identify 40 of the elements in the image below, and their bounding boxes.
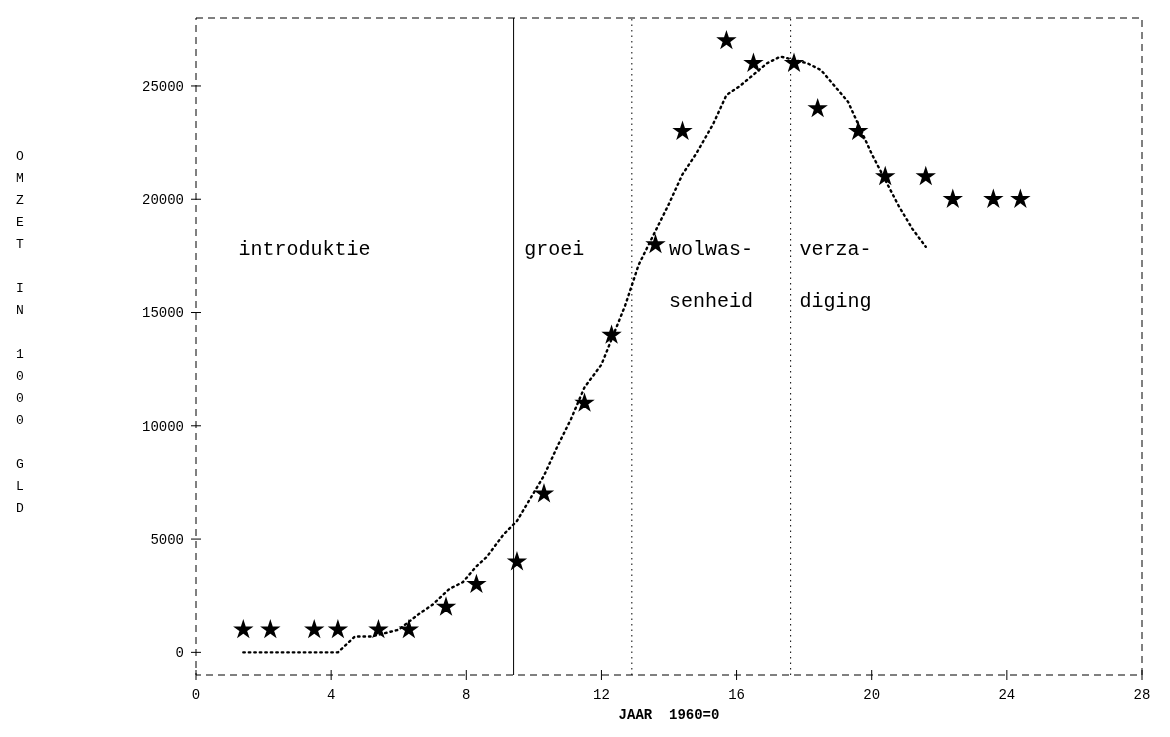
x-tick-label: 12	[593, 687, 610, 703]
point	[466, 574, 487, 593]
point	[716, 30, 737, 50]
x-tick-label: 16	[728, 687, 745, 703]
y-tick-label: 20000	[141, 192, 184, 209]
point	[807, 98, 828, 118]
point	[574, 392, 595, 412]
x-tick-label: 0	[191, 687, 201, 703]
annotation: groei	[524, 237, 585, 261]
point	[1010, 188, 1031, 208]
y-tick-label: 5000	[150, 531, 184, 548]
text: OMZET IN 1000 GLD	[16, 148, 24, 516]
point	[875, 166, 896, 186]
y-tick-label: 0	[175, 645, 184, 662]
x-tick-label: 28	[1133, 687, 1151, 703]
annotation: diging	[799, 290, 872, 314]
x-tick-label: 4	[326, 687, 336, 703]
point	[436, 596, 456, 616]
y-tick-label: 15000	[141, 305, 184, 322]
point	[233, 619, 254, 639]
x-tick-label: 20	[863, 687, 881, 703]
y-tick-label: 10000	[141, 418, 184, 435]
x-tick-label: 8	[462, 687, 471, 703]
point	[601, 324, 622, 344]
x-axis-title: JAAR 1960=0	[618, 707, 720, 723]
point	[260, 619, 281, 639]
point	[304, 619, 325, 639]
point	[915, 166, 936, 186]
point	[983, 188, 1004, 208]
y-tick-label: 25000	[141, 78, 184, 95]
x-tick-label: 24	[998, 687, 1016, 703]
annotation: wolwas-	[669, 237, 754, 261]
point	[368, 619, 389, 639]
point	[327, 619, 348, 639]
annotation: introduktie	[238, 237, 371, 261]
annotation: senheid	[669, 290, 754, 314]
annotation: verza-	[799, 237, 872, 261]
point	[398, 619, 419, 639]
point	[645, 234, 666, 254]
point	[942, 188, 963, 208]
